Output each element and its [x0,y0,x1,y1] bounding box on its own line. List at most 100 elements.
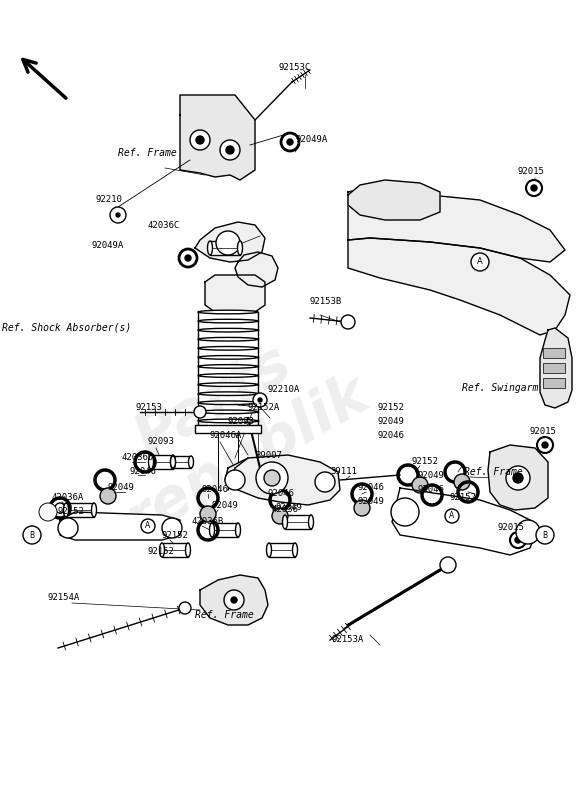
Circle shape [231,597,237,603]
Circle shape [531,185,537,191]
Text: Ref. Frame: Ref. Frame [118,148,177,158]
Text: 92049: 92049 [212,502,239,510]
Ellipse shape [238,241,242,255]
Circle shape [506,466,530,490]
Circle shape [515,537,521,543]
Circle shape [190,130,210,150]
Circle shape [354,500,370,516]
Text: A: A [477,258,483,266]
Polygon shape [348,180,440,220]
Ellipse shape [189,456,193,468]
Text: 92046A: 92046A [210,431,242,441]
Circle shape [58,518,78,538]
Bar [151,455,173,469]
Text: 39111: 39111 [330,467,357,477]
Circle shape [196,136,204,144]
Text: 92152: 92152 [162,531,189,541]
Text: 92046: 92046 [268,490,295,498]
Text: 42036C: 42036C [148,221,180,230]
Polygon shape [205,275,265,312]
Text: Ref. Shock Absorber(s): Ref. Shock Absorber(s) [2,323,131,333]
Circle shape [141,519,155,533]
Circle shape [216,231,240,255]
Text: 92153: 92153 [136,403,163,413]
Circle shape [220,140,240,160]
Circle shape [315,472,335,492]
Polygon shape [195,222,265,262]
Circle shape [445,509,459,523]
Text: 42036: 42036 [272,506,299,514]
Text: 92046: 92046 [358,483,385,493]
Circle shape [194,406,206,418]
Ellipse shape [210,523,214,537]
Bar [66,503,94,517]
Text: 92049: 92049 [108,483,135,493]
Circle shape [258,398,262,402]
Circle shape [513,473,523,483]
Circle shape [516,520,540,544]
Text: 39007: 39007 [255,450,282,459]
Text: 92049: 92049 [418,471,445,481]
Text: 92152: 92152 [58,507,85,517]
Circle shape [542,442,548,448]
Circle shape [179,249,197,267]
Circle shape [526,180,542,196]
Circle shape [179,602,191,614]
Ellipse shape [207,241,213,255]
Circle shape [224,590,244,610]
Text: 92015: 92015 [530,427,557,437]
Text: 92153A: 92153A [332,635,364,645]
Ellipse shape [198,382,258,386]
Circle shape [440,557,456,573]
Text: 92046: 92046 [130,467,157,477]
Text: 92015: 92015 [498,523,525,533]
Ellipse shape [92,503,96,517]
Text: 92153B: 92153B [310,298,342,306]
Circle shape [454,474,470,490]
Ellipse shape [171,455,176,469]
Ellipse shape [308,515,314,529]
Text: B: B [543,530,548,539]
Text: Ref. Frame: Ref. Frame [195,610,254,620]
Ellipse shape [198,328,258,332]
Circle shape [471,253,489,271]
Text: 92049A: 92049A [295,135,327,145]
Polygon shape [200,575,268,625]
Ellipse shape [235,523,241,537]
Bar [210,241,240,255]
Text: 92046: 92046 [202,486,229,494]
Text: 92046: 92046 [418,486,445,494]
Text: 92093: 92093 [148,438,175,446]
Text: 92152: 92152 [450,494,477,502]
Ellipse shape [198,319,258,323]
Bar [195,425,261,433]
Polygon shape [225,455,340,505]
Text: 92152A: 92152A [248,403,280,413]
Text: Ref. Swingarm: Ref. Swingarm [462,383,538,393]
Circle shape [256,462,288,494]
Circle shape [536,526,554,544]
Ellipse shape [283,515,287,529]
Polygon shape [348,238,570,335]
Text: 92152: 92152 [148,547,175,557]
Bar [162,543,188,557]
Circle shape [341,315,355,329]
Ellipse shape [198,410,258,414]
Circle shape [253,393,267,407]
Text: Ref. Frame: Ref. Frame [464,467,523,477]
Ellipse shape [186,543,190,557]
Ellipse shape [198,374,258,378]
Bar [285,515,311,529]
Ellipse shape [198,338,258,341]
Circle shape [225,470,245,490]
Polygon shape [235,252,278,287]
Circle shape [281,133,299,151]
Text: 92093: 92093 [228,418,255,426]
Circle shape [162,518,182,538]
Circle shape [510,532,526,548]
Text: 92153C: 92153C [279,63,311,73]
Text: A: A [449,511,454,521]
Ellipse shape [198,310,258,314]
Text: Parts
republik: Parts republik [81,309,378,551]
Circle shape [200,506,216,522]
